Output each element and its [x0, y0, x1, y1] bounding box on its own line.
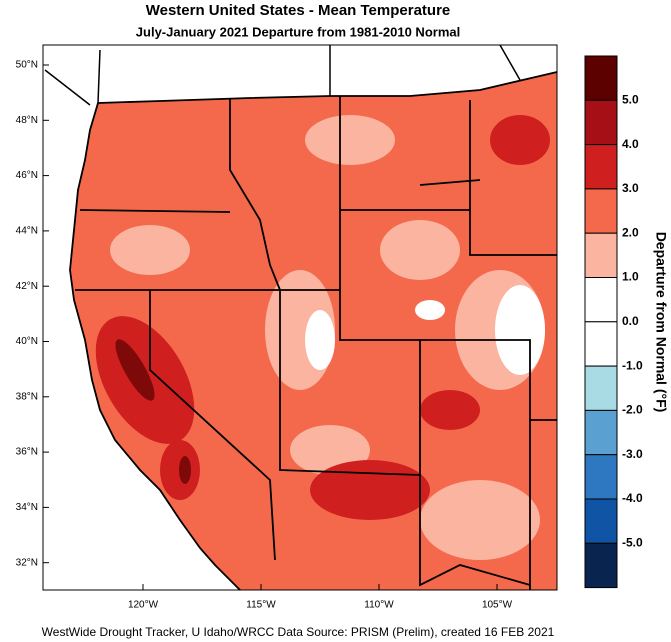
legend-swatch: [584, 55, 618, 101]
lat-label: 32°N: [16, 557, 38, 568]
state-borders: [75, 71, 558, 590]
legend-swatch: [584, 99, 618, 146]
lat-label: 48°N: [16, 115, 38, 126]
legend-swatch: [584, 232, 618, 278]
map: [42, 44, 558, 591]
lat-label: 34°N: [16, 502, 38, 513]
legend-swatch: [584, 365, 618, 411]
subtitle: July-January 2021 Departure from 1981-20…: [136, 24, 460, 39]
legend-swatch: [584, 144, 618, 190]
light-patches: [110, 115, 545, 560]
title: Western United States - Mean Temperature: [146, 2, 451, 19]
map-frame: [42, 44, 558, 591]
legend-label: -2.0: [622, 403, 643, 417]
legend-label: 4.0: [622, 137, 639, 151]
legend-label: 2.0: [622, 225, 639, 239]
legend: 5.0 4.0 3.0 2.0 1.0 0.0 -1.0 -2.0 -3.0 -4.0 -5.0: [584, 55, 643, 589]
legend-title: Departure from Normal (°F): [653, 232, 669, 413]
legend-label: -3.0: [622, 447, 643, 461]
lon-label: 120°W: [128, 600, 159, 611]
legend-label: 1.0: [622, 270, 639, 284]
lat-label: 42°N: [16, 281, 38, 292]
legend-label: -1.0: [622, 358, 643, 372]
lat-label: 50°N: [16, 60, 38, 71]
legend-label: -4.0: [622, 491, 643, 505]
lat-label: 40°N: [16, 336, 38, 347]
lat-label: 38°N: [16, 391, 38, 402]
canada-lines: [44, 44, 521, 106]
white-patches: [305, 285, 545, 375]
legend-swatch: [584, 277, 618, 323]
legend-swatch: [584, 321, 618, 367]
map-ticks: 50°N 48°N 46°N 44°N 42°N 40°N 38°N 36°N 34°N 32°N…: [16, 60, 513, 611]
footer: WestWide Drought Tracker, U Idaho/WRCC D…: [42, 625, 555, 639]
legend-swatch: [584, 542, 618, 589]
legend-label: -5.0: [622, 535, 643, 549]
legend-label: 0.0: [622, 314, 639, 328]
lon-label: 110°W: [364, 600, 394, 611]
lon-label: 115°W: [246, 600, 276, 611]
lon-label: 105°W: [482, 600, 513, 611]
legend-swatch: [584, 409, 618, 456]
legend-label: 3.0: [622, 181, 639, 195]
legend-swatch: [584, 188, 618, 234]
legend-swatch: [584, 454, 618, 500]
lat-label: 44°N: [16, 226, 38, 237]
legend-label: 5.0: [622, 92, 639, 106]
hot-patches: [115, 339, 191, 484]
lat-label: 46°N: [16, 170, 38, 181]
coastline: [69, 102, 241, 591]
legend-swatch: [584, 498, 618, 544]
lat-label: 36°N: [16, 447, 38, 458]
